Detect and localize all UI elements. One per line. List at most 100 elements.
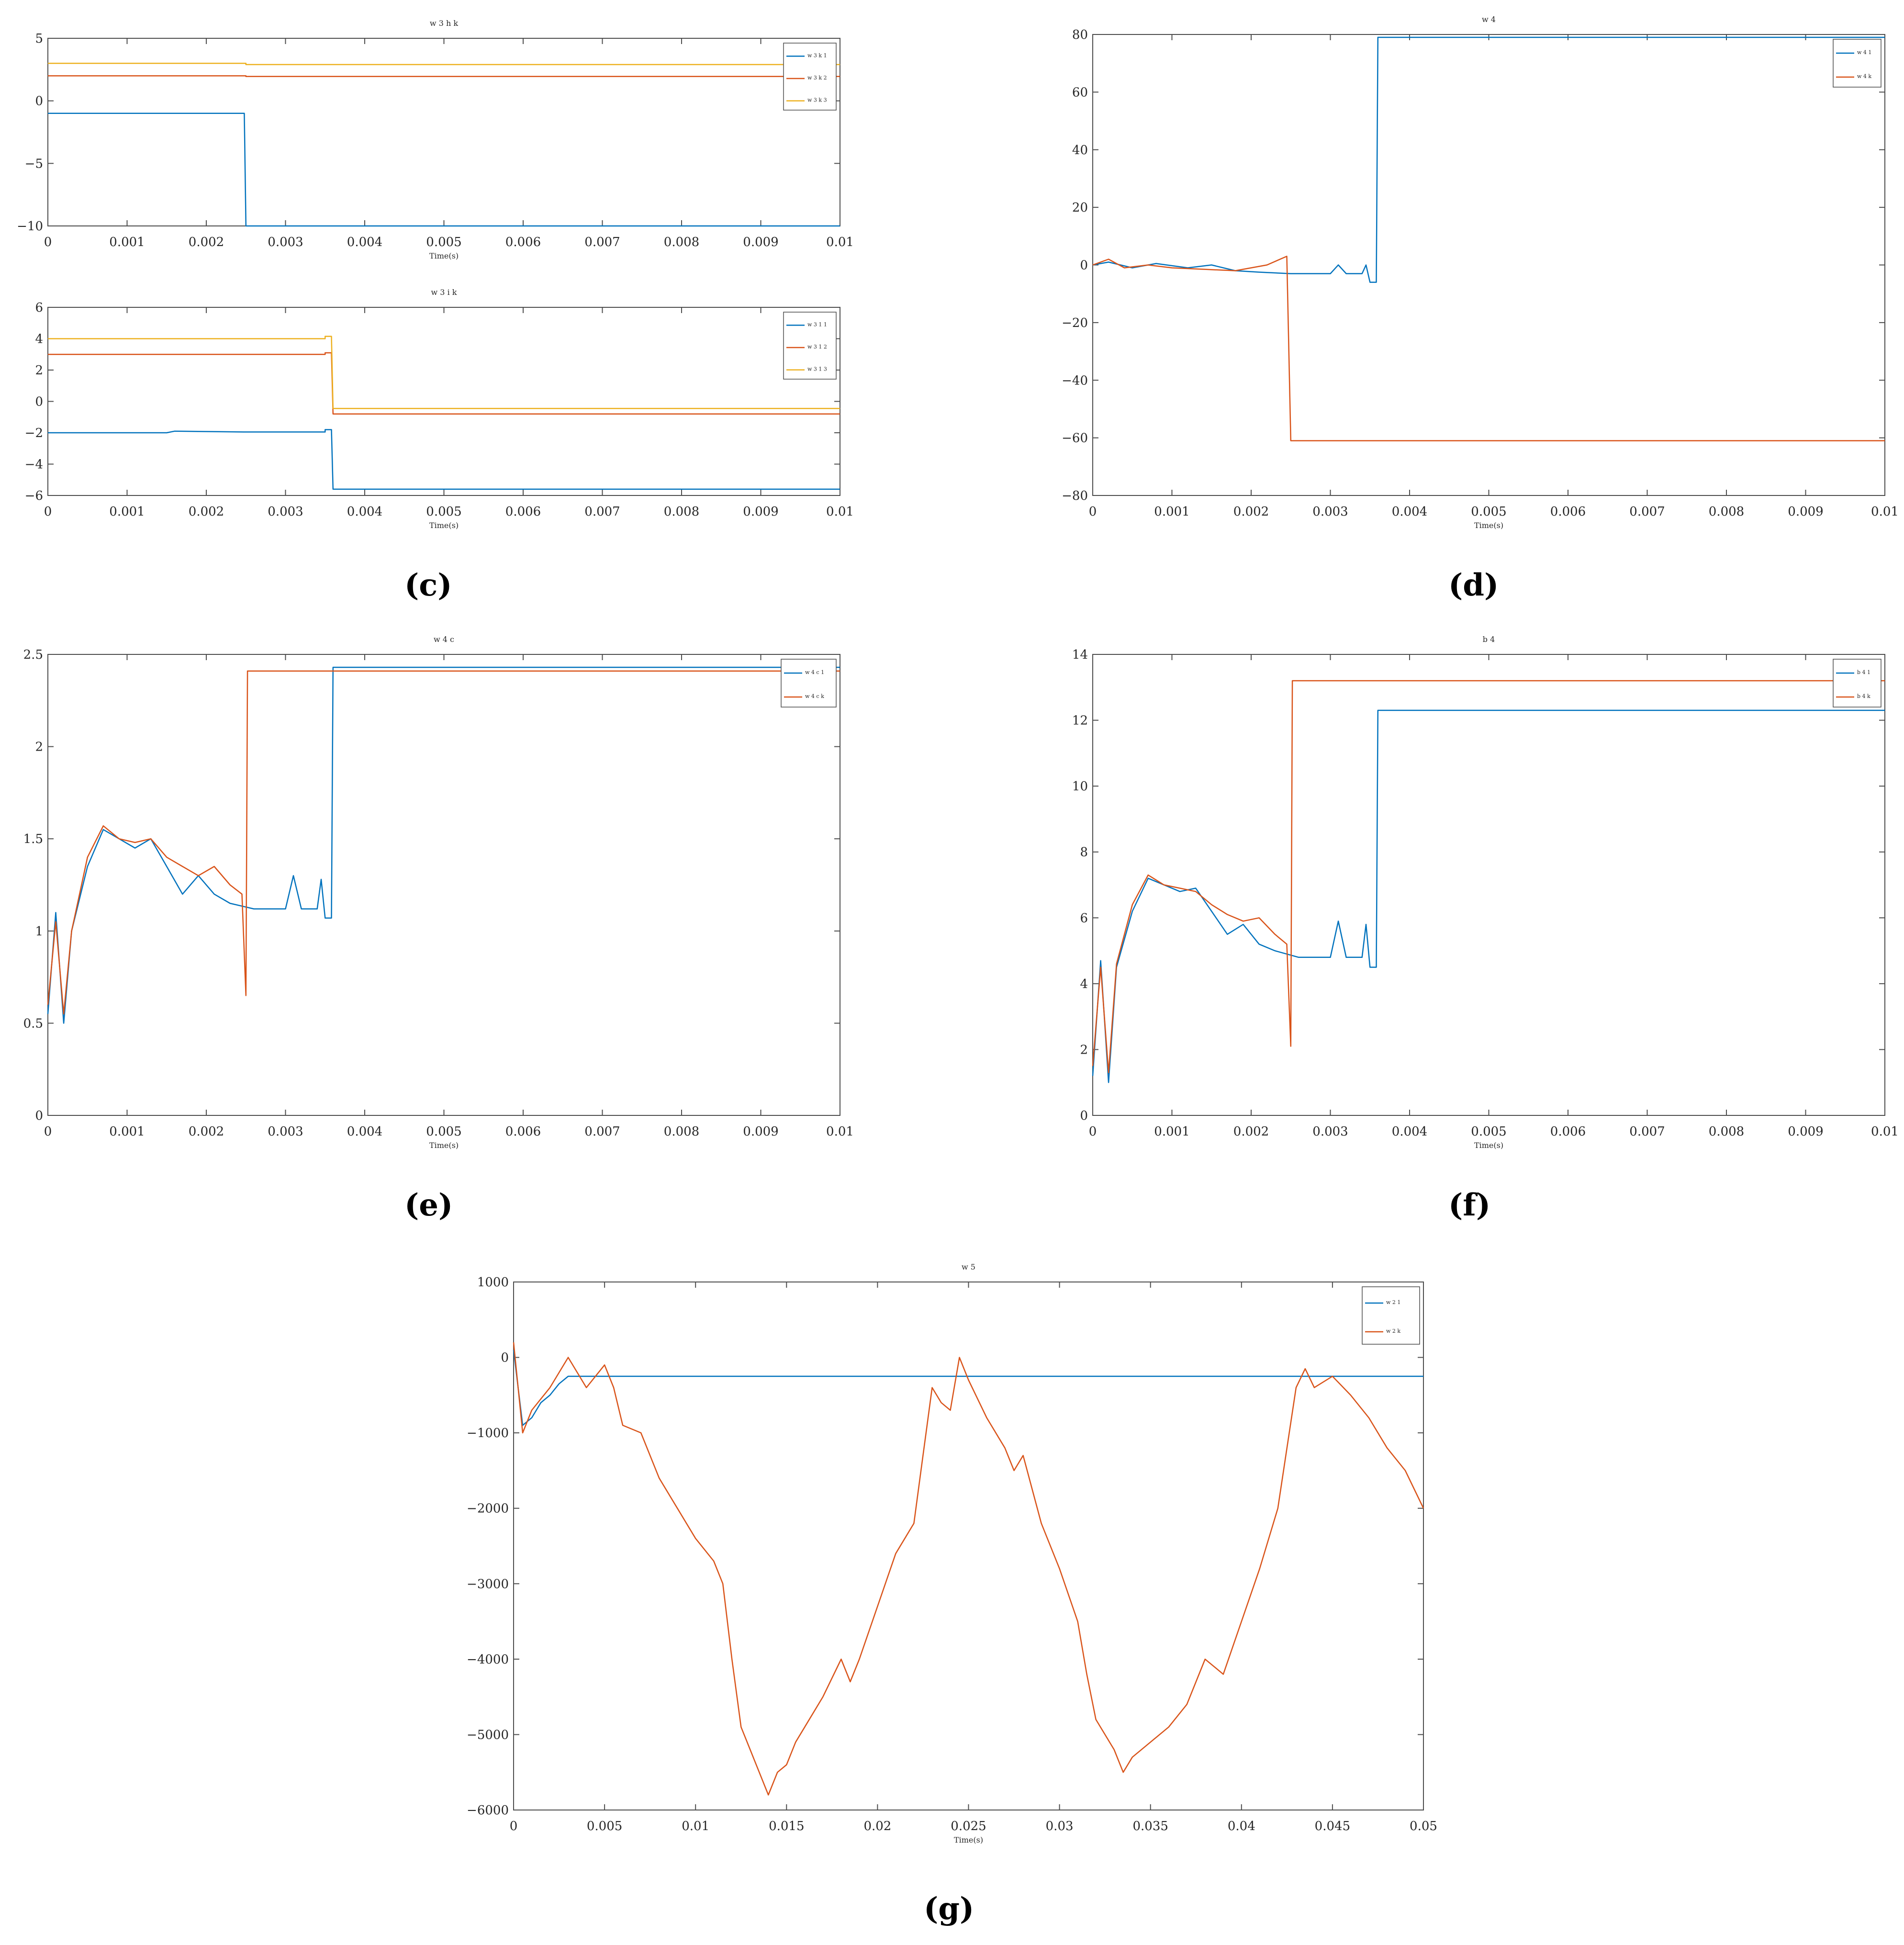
x-axis-label: Time(s) [1474,521,1503,530]
x-axis-label: Time(s) [954,1835,983,1844]
x-tick-label: 0.002 [1233,505,1269,519]
series-line-1 [1092,709,1885,1083]
y-tick-label: 2 [1080,1043,1088,1057]
series-line-2 [47,670,840,1015]
x-tick-label: 0.007 [584,1124,620,1139]
x-tick-label: 0.007 [1629,505,1665,519]
chart-title: w 3 i k [431,288,457,297]
x-tick-label: 0.005 [426,505,461,519]
x-tick-label: 0.01 [1871,1124,1899,1139]
y-tick-label: 1.5 [23,832,43,846]
axes-frame [513,1282,1424,1810]
x-tick-label: 0.01 [826,1124,854,1139]
y-tick-label: −4 [25,458,43,472]
legend-box [783,43,837,111]
caption-c: (c) [404,567,452,603]
y-tick-label: 0.5 [23,1016,43,1031]
chart-c-top: 0 0.001 0.002 0.003 0.004 0.005 0.006 0.007 0.00… [17,19,854,260]
x-tick-label: 0.009 [1788,1124,1823,1139]
y-tick-label: 60 [1072,85,1088,100]
x-tick-label: 0.005 [426,235,461,249]
x-tick-label: 0.03 [1046,1819,1074,1833]
chart-title: w 3 h k [430,19,458,28]
x-tick-label: 0.015 [769,1819,804,1833]
x-tick-label: 0.008 [664,505,699,519]
x-tick-label: 0.005 [426,1124,461,1139]
legend-entry-1: w 3 1 1 [807,321,827,327]
y-tick-label: 2.5 [23,648,43,662]
y-tick-label: 14 [1072,648,1088,662]
x-tick-label: 0.003 [1312,505,1348,519]
chart-c-bottom: 0 0.001 0.002 0.003 0.004 0.005 0.006 0.007 0.00… [25,288,854,530]
x-tick-label: 0.007 [584,235,620,249]
x-tick-label: 0.006 [1550,505,1586,519]
x-tick-label: 0.007 [1629,1124,1665,1139]
x-tick-label: 0.001 [109,1124,145,1139]
x-tick-label: 0.035 [1132,1819,1168,1833]
x-tick-label: 0.005 [587,1819,622,1833]
series-line-2 [48,352,840,415]
x-tick-label: 0.008 [1709,505,1744,519]
x-tick-label: 0.01 [1871,505,1899,519]
y-tick-label: −2 [25,426,43,440]
chart-e: 0 0.001 0.002 0.003 0.004 0.005 0.006 0.007 0.00… [23,635,854,1150]
x-tick-label: 0.002 [1233,1124,1269,1139]
x-tick-label: 0.004 [347,1124,382,1139]
x-tick-label: 0.04 [1228,1819,1255,1833]
y-tick-label: −1000 [467,1426,509,1440]
legend-box [1833,659,1882,708]
x-tick-label: 0.009 [743,505,778,519]
series-line-1 [1092,36,1885,283]
legend-entry-2: w 4 k [1857,73,1871,79]
y-tick-label: −3000 [467,1577,509,1591]
y-tick-label: 1 [35,924,43,939]
y-tick-label: −80 [1062,489,1088,503]
x-tick-label: 0.009 [1788,505,1823,519]
x-axis-label: Time(s) [1474,1141,1503,1150]
chart-f: 0 0.001 0.002 0.003 0.004 0.005 0.006 0.007 0.00… [1072,635,1899,1150]
legend-entry-1: w 3 k 1 [807,52,827,58]
x-tick-label: 0.003 [268,505,303,519]
x-tick-label: 0.05 [1410,1819,1437,1833]
y-tick-label: 0 [35,1109,43,1123]
legend-box [1833,39,1882,88]
y-tick-label: −20 [1062,316,1088,330]
x-tick-label: 0.001 [109,505,145,519]
chart-title: w 4 [1482,15,1496,24]
x-tick-label: 0.02 [863,1819,891,1833]
caption-e: (e) [404,1187,453,1223]
legend-entry-1: w 4 1 [1857,49,1871,56]
chart-d: 0 0.001 0.002 0.003 0.004 0.005 0.006 0.007 0.00… [1062,15,1899,530]
x-tick-label: 0.005 [1471,505,1506,519]
x-tick-label: 0.004 [347,235,382,249]
legend-entry-2: w 4 c k [805,693,824,699]
y-tick-label: −5000 [467,1728,509,1742]
axes-frame [1092,34,1885,496]
legend-box [783,312,837,380]
caption-g: (g) [924,1891,974,1927]
legend-entry-1: b 4 1 [1857,669,1870,675]
y-tick-label: 20 [1072,201,1088,215]
legend-entry-2: w 2 k [1386,1328,1400,1334]
x-tick-label: 0.003 [268,1124,303,1139]
x-tick-label: 0.002 [189,1124,224,1139]
x-tick-label: 0.008 [664,1124,699,1139]
legend-entry-2: w 3 k 2 [807,75,827,81]
x-tick-label: 0.002 [189,235,224,249]
y-tick-label: 0 [1080,259,1088,273]
chart-g: 0 0.005 0.01 0.015 0.02 0.025 0.03 0.035 0.04 0.0… [467,1262,1437,1844]
y-tick-label: 5 [35,32,43,46]
y-tick-label: 12 [1072,714,1088,728]
caption-d: (d) [1448,567,1499,603]
chart-title: w 4 c [434,635,454,644]
y-tick-label: −6000 [467,1803,509,1818]
y-tick-label: 2 [35,363,43,378]
x-axis-label: Time(s) [429,1141,459,1150]
x-tick-label: 0.045 [1315,1819,1350,1833]
series-line-3 [48,63,840,66]
y-tick-label: 6 [1080,911,1088,925]
x-tick-label: 0 [1089,505,1097,519]
y-tick-label: 0 [501,1351,509,1365]
series-line-2 [1092,680,1885,1073]
